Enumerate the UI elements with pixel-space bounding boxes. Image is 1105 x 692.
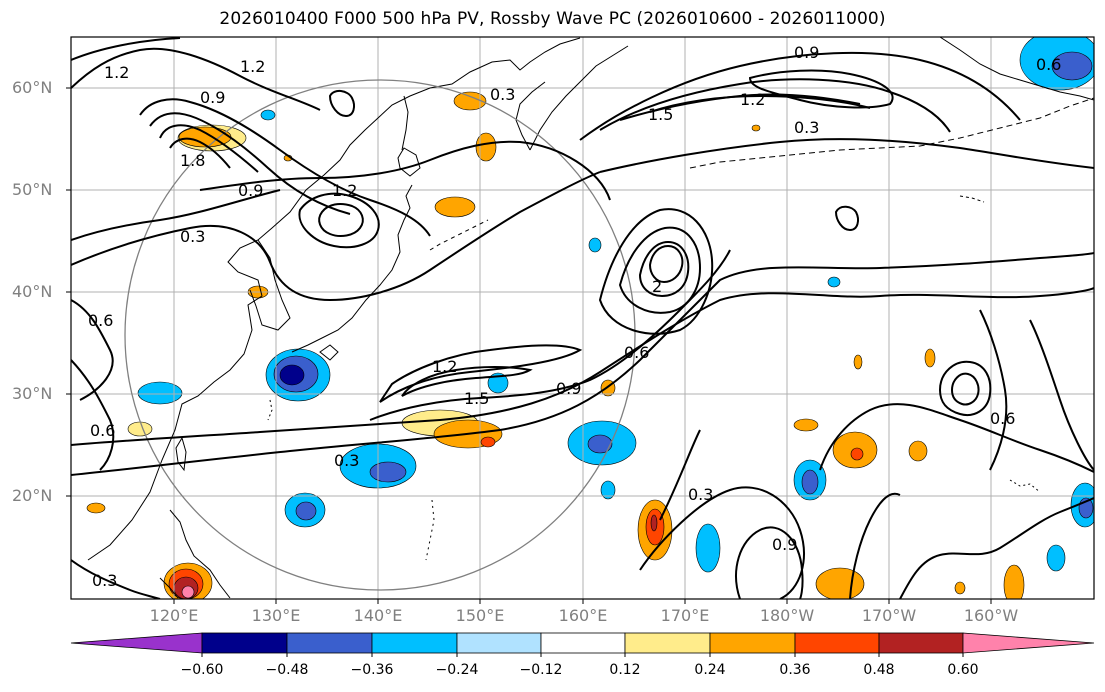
colorbar-segment-11: [962, 632, 1095, 654]
lat-label-20n: 20°N: [12, 486, 53, 505]
colorbar-segment-3: [286, 632, 373, 654]
colorbar-segment-7: [624, 632, 711, 654]
contour-label-1.8: 1.8: [180, 151, 205, 170]
pos-anomaly-170e-core: [650, 514, 658, 532]
colorbar-label-10: 0.60: [947, 662, 979, 678]
contour-label-0.6-b: 0.6: [624, 343, 649, 362]
neg-anomaly-small-6: [827, 276, 841, 288]
pos-anomaly-small-7: [853, 354, 863, 370]
contour-label-1.2-d: 1.2: [332, 181, 357, 200]
contour-label-1.2-b: 1.2: [740, 90, 765, 109]
colorbar-segment-2: [201, 632, 288, 654]
anomaly-shading: [86, 37, 1094, 599]
neg-anomaly-small-2: [600, 480, 616, 500]
contour-labels: 0.3 0.3 0.3 0.3 0.3 0.3 0.6 0.6 0.6 0.6 …: [88, 43, 1061, 590]
colorbar-label-2: −0.48: [265, 662, 309, 678]
neg-anomaly-dateline-core: [801, 469, 819, 495]
pos-anomaly-kurils: [434, 196, 476, 218]
pos-anomaly-small-2: [86, 502, 106, 514]
colorbar-segment-4: [371, 632, 458, 654]
neg-anomaly-luzon-core: [295, 501, 317, 521]
colorbar-segment-5: [456, 632, 542, 654]
colorbar-segment-9: [794, 632, 880, 654]
pos-anomaly-small-4: [793, 418, 819, 432]
colorbar-segment-1: [70, 632, 203, 654]
colorbar-label-1: −0.60: [180, 662, 224, 678]
lat-label-30n: 30°N: [12, 384, 53, 403]
pos-anomaly-south-160w: [1003, 564, 1025, 599]
contour-label-0.3-c: 0.3: [794, 118, 819, 137]
axis-ticks: [66, 87, 992, 604]
map-title: 2026010400 F000 500 hPa PV, Rossby Wave …: [219, 9, 886, 29]
contour-label-1.5-b: 1.5: [648, 105, 673, 124]
contour-label-0.9-a: 0.9: [794, 43, 819, 62]
colorbar-label-7: 0.24: [694, 662, 726, 678]
neg-anomaly-small-4: [588, 237, 602, 253]
contour-label-0.6-a: 0.6: [88, 311, 113, 330]
contour-label-0.9-c: 0.9: [238, 181, 263, 200]
contour-label-2: 2: [652, 277, 662, 296]
colorbar-label-5: −0.12: [519, 662, 563, 678]
contour-label-1.5-a: 1.5: [464, 389, 489, 408]
contour-label-0.3-e: 0.3: [688, 485, 713, 504]
colorbar-segment-8: [709, 632, 796, 654]
neg-anomaly-small-3: [1046, 544, 1066, 572]
lon-label-140e: 140°E: [353, 606, 403, 625]
neg-anomaly-china: [137, 381, 183, 405]
colorbar-label-3: −0.36: [350, 662, 394, 678]
neg-anomaly-central-core: [587, 434, 613, 454]
pos-anomaly-small-6: [924, 348, 936, 368]
neg-anomaly-small-1: [487, 372, 509, 394]
lon-label-170e: 170°E: [660, 606, 710, 625]
contour-label-0.6-e: 0.6: [1036, 55, 1061, 74]
pos-anomaly-philippines-core: [181, 585, 195, 599]
colorbar-label-6: 0.12: [609, 662, 641, 678]
contour-label-1.2-e: 1.2: [104, 63, 129, 82]
neg-anomaly-subtropic-core: [369, 461, 407, 483]
lat-label-60n: 60°N: [12, 78, 53, 97]
pos-anomaly-south-dateline: [815, 567, 865, 599]
colorbar-label-8: 0.36: [779, 662, 811, 678]
contour-label-0.3-a: 0.3: [334, 451, 359, 470]
lat-label-40n: 40°N: [12, 282, 53, 301]
neg-anomaly-japan-south-core: [279, 364, 305, 386]
pos-anomaly-kamchatka-s: [475, 132, 497, 162]
pos-anomaly-jet-core: [480, 436, 496, 448]
pos-anomaly-dateline-core: [850, 447, 864, 461]
contour-label-0.9-d: 0.9: [556, 379, 581, 398]
pos-anomaly-okhotsk: [453, 91, 487, 111]
contour-label-0.9-e: 0.9: [772, 535, 797, 554]
lon-label-130e: 130°E: [251, 606, 301, 625]
colorbar: [70, 632, 1095, 657]
pos-anomaly-small-5: [908, 440, 928, 462]
lon-label-180w: 180°W: [759, 606, 815, 625]
colorbar-segment-10: [878, 632, 964, 654]
contour-label-0.6-d: 0.6: [90, 421, 115, 440]
influence-circle: [124, 79, 636, 591]
pos-anomaly-small-8: [954, 581, 966, 595]
neg-anomaly-alaska-core: [1051, 51, 1093, 81]
colorbar-label-9: 0.48: [863, 662, 895, 678]
contour-label-0.3-f: 0.3: [490, 85, 515, 104]
neg-anomaly-small-5: [260, 109, 276, 121]
lat-label-50n: 50°N: [12, 180, 53, 199]
contour-label-0.3-d: 0.3: [180, 227, 205, 246]
contour-label-0.9-b: 0.9: [200, 88, 225, 107]
neg-anomaly-south-170e: [695, 523, 721, 573]
colorbar-label-4: −0.24: [435, 662, 479, 678]
lon-label-160w: 160°W: [963, 606, 1019, 625]
contour-label-1.2-a: 1.2: [432, 357, 457, 376]
lon-label-150e: 150°E: [455, 606, 505, 625]
lon-label-170w: 170°W: [861, 606, 917, 625]
pos-anomaly-small-10: [751, 124, 761, 132]
pos-anomaly-small-1: [127, 421, 153, 437]
contour-label-0.3-b: 0.3: [92, 571, 117, 590]
lon-label-120e: 120°E: [149, 606, 199, 625]
contour-label-0.6-c: 0.6: [990, 409, 1015, 428]
pv-contours: [71, 37, 1094, 599]
lon-label-160e: 160°E: [558, 606, 608, 625]
colorbar-segment-6: [540, 632, 626, 654]
contour-label-1.2-c: 1.2: [240, 57, 265, 76]
